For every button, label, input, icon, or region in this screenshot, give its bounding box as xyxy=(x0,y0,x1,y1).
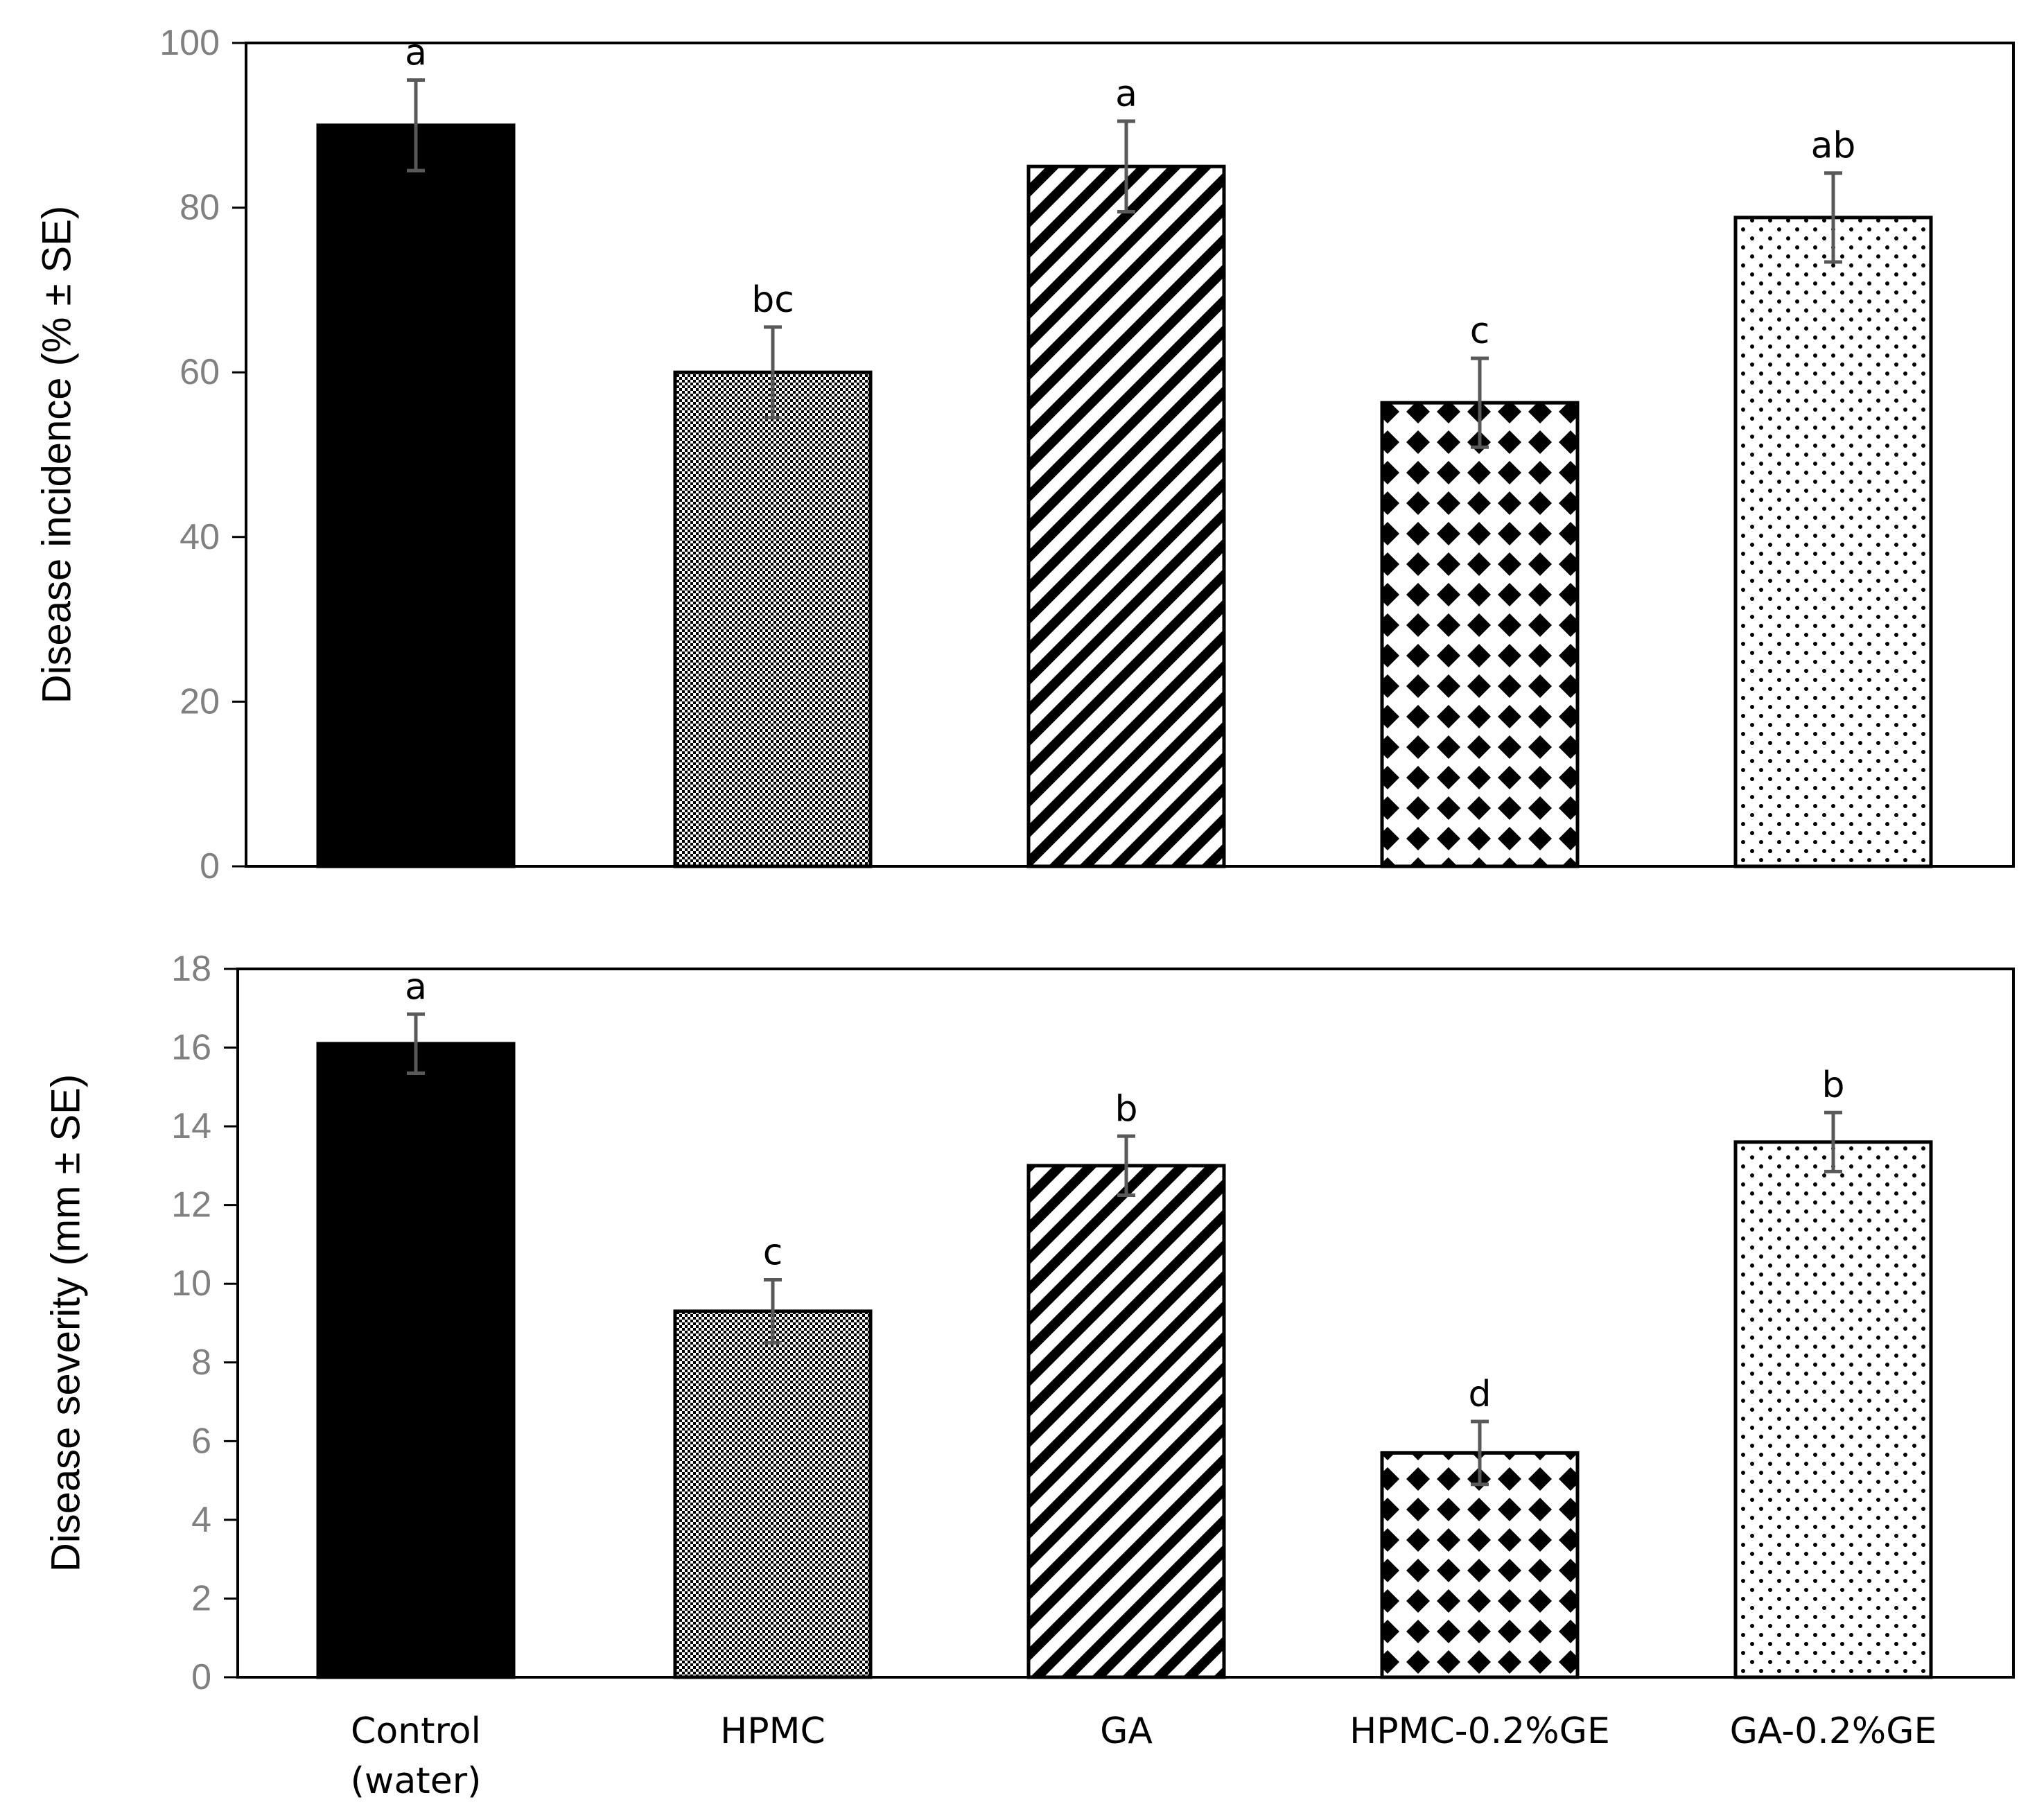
category-label: (water) xyxy=(351,1760,482,1802)
severity-y-tick-label: 10 xyxy=(171,1263,211,1304)
category-label: GA xyxy=(1100,1710,1153,1752)
severity-y-axis-title: Disease severity (mm ± SE) xyxy=(44,1074,89,1572)
incidence-error-bar xyxy=(407,78,425,173)
incidence-significance-label: a xyxy=(1115,73,1137,115)
severity-error-bar xyxy=(764,1278,782,1345)
severity-y-tick-label: 0 xyxy=(191,1657,211,1697)
category-axis-labels: Control (water) HPMC GA HPMC-0.2%GE GA-0.2%GE xyxy=(351,1710,1937,1802)
incidence-bar xyxy=(1026,164,1226,868)
incidence-bar xyxy=(316,123,516,868)
incidence-bar xyxy=(1733,216,1933,868)
severity-y-tick-label: 16 xyxy=(171,1028,211,1068)
severity-y-tick-label: 18 xyxy=(171,949,211,989)
severity-error-bar xyxy=(1117,1134,1135,1197)
incidence-y-tick-label: 40 xyxy=(180,517,220,557)
incidence-y-tick-label: 0 xyxy=(200,846,220,886)
incidence-significance-label: ab xyxy=(1811,125,1856,167)
category-label: HPMC xyxy=(720,1710,825,1752)
severity-bar xyxy=(1026,1164,1226,1679)
incidence-y-tick-label: 60 xyxy=(180,352,220,392)
severity-y-tick-label: 6 xyxy=(191,1421,211,1461)
severity-significance-label: a xyxy=(405,966,427,1008)
incidence-significance-label: c xyxy=(1470,310,1490,352)
incidence-y-tick-label: 80 xyxy=(180,188,220,228)
severity-significance-label: b xyxy=(1114,1088,1137,1130)
severity-bar xyxy=(316,1042,516,1679)
severity-bar xyxy=(1380,1451,1580,1679)
severity-bar xyxy=(673,1309,873,1679)
severity-error-bar xyxy=(1471,1419,1489,1487)
severity-significance-label: d xyxy=(1468,1374,1491,1415)
severity-error-bar xyxy=(407,1012,425,1075)
severity-chart: 0 2 4 6 8 10 12 14 16 18 Disease severity (mm ± SE… xyxy=(44,949,2015,1697)
incidence-error-bar xyxy=(764,325,782,420)
incidence-y-axis-title: Disease incidence (% ± SE) xyxy=(35,206,80,703)
severity-significance-label: c xyxy=(763,1232,783,1274)
severity-y-tick-label: 4 xyxy=(191,1500,211,1540)
incidence-significance-label: a xyxy=(405,32,427,73)
incidence-significance-label: bc xyxy=(751,279,794,321)
incidence-y-tick-label: 20 xyxy=(180,681,220,721)
severity-y-tick-label: 14 xyxy=(171,1106,211,1146)
incidence-bar xyxy=(673,370,873,868)
incidence-bar xyxy=(1380,401,1580,868)
severity-bar xyxy=(1733,1140,1933,1679)
severity-y-tick-label: 2 xyxy=(191,1578,211,1618)
incidence-error-bar xyxy=(1117,119,1135,214)
category-label: GA-0.2%GE xyxy=(1730,1710,1937,1752)
category-label: Control xyxy=(351,1710,481,1752)
severity-significance-label: b xyxy=(1821,1065,1844,1106)
severity-y-tick-label: 12 xyxy=(171,1185,211,1225)
severity-y-tick-label: 8 xyxy=(191,1342,211,1383)
incidence-y-tick-label: 100 xyxy=(159,23,220,63)
incidence-error-bar xyxy=(1471,356,1489,449)
incidence-error-bar xyxy=(1824,171,1842,264)
severity-error-bar xyxy=(1824,1110,1842,1173)
category-label: HPMC-0.2%GE xyxy=(1349,1710,1610,1752)
